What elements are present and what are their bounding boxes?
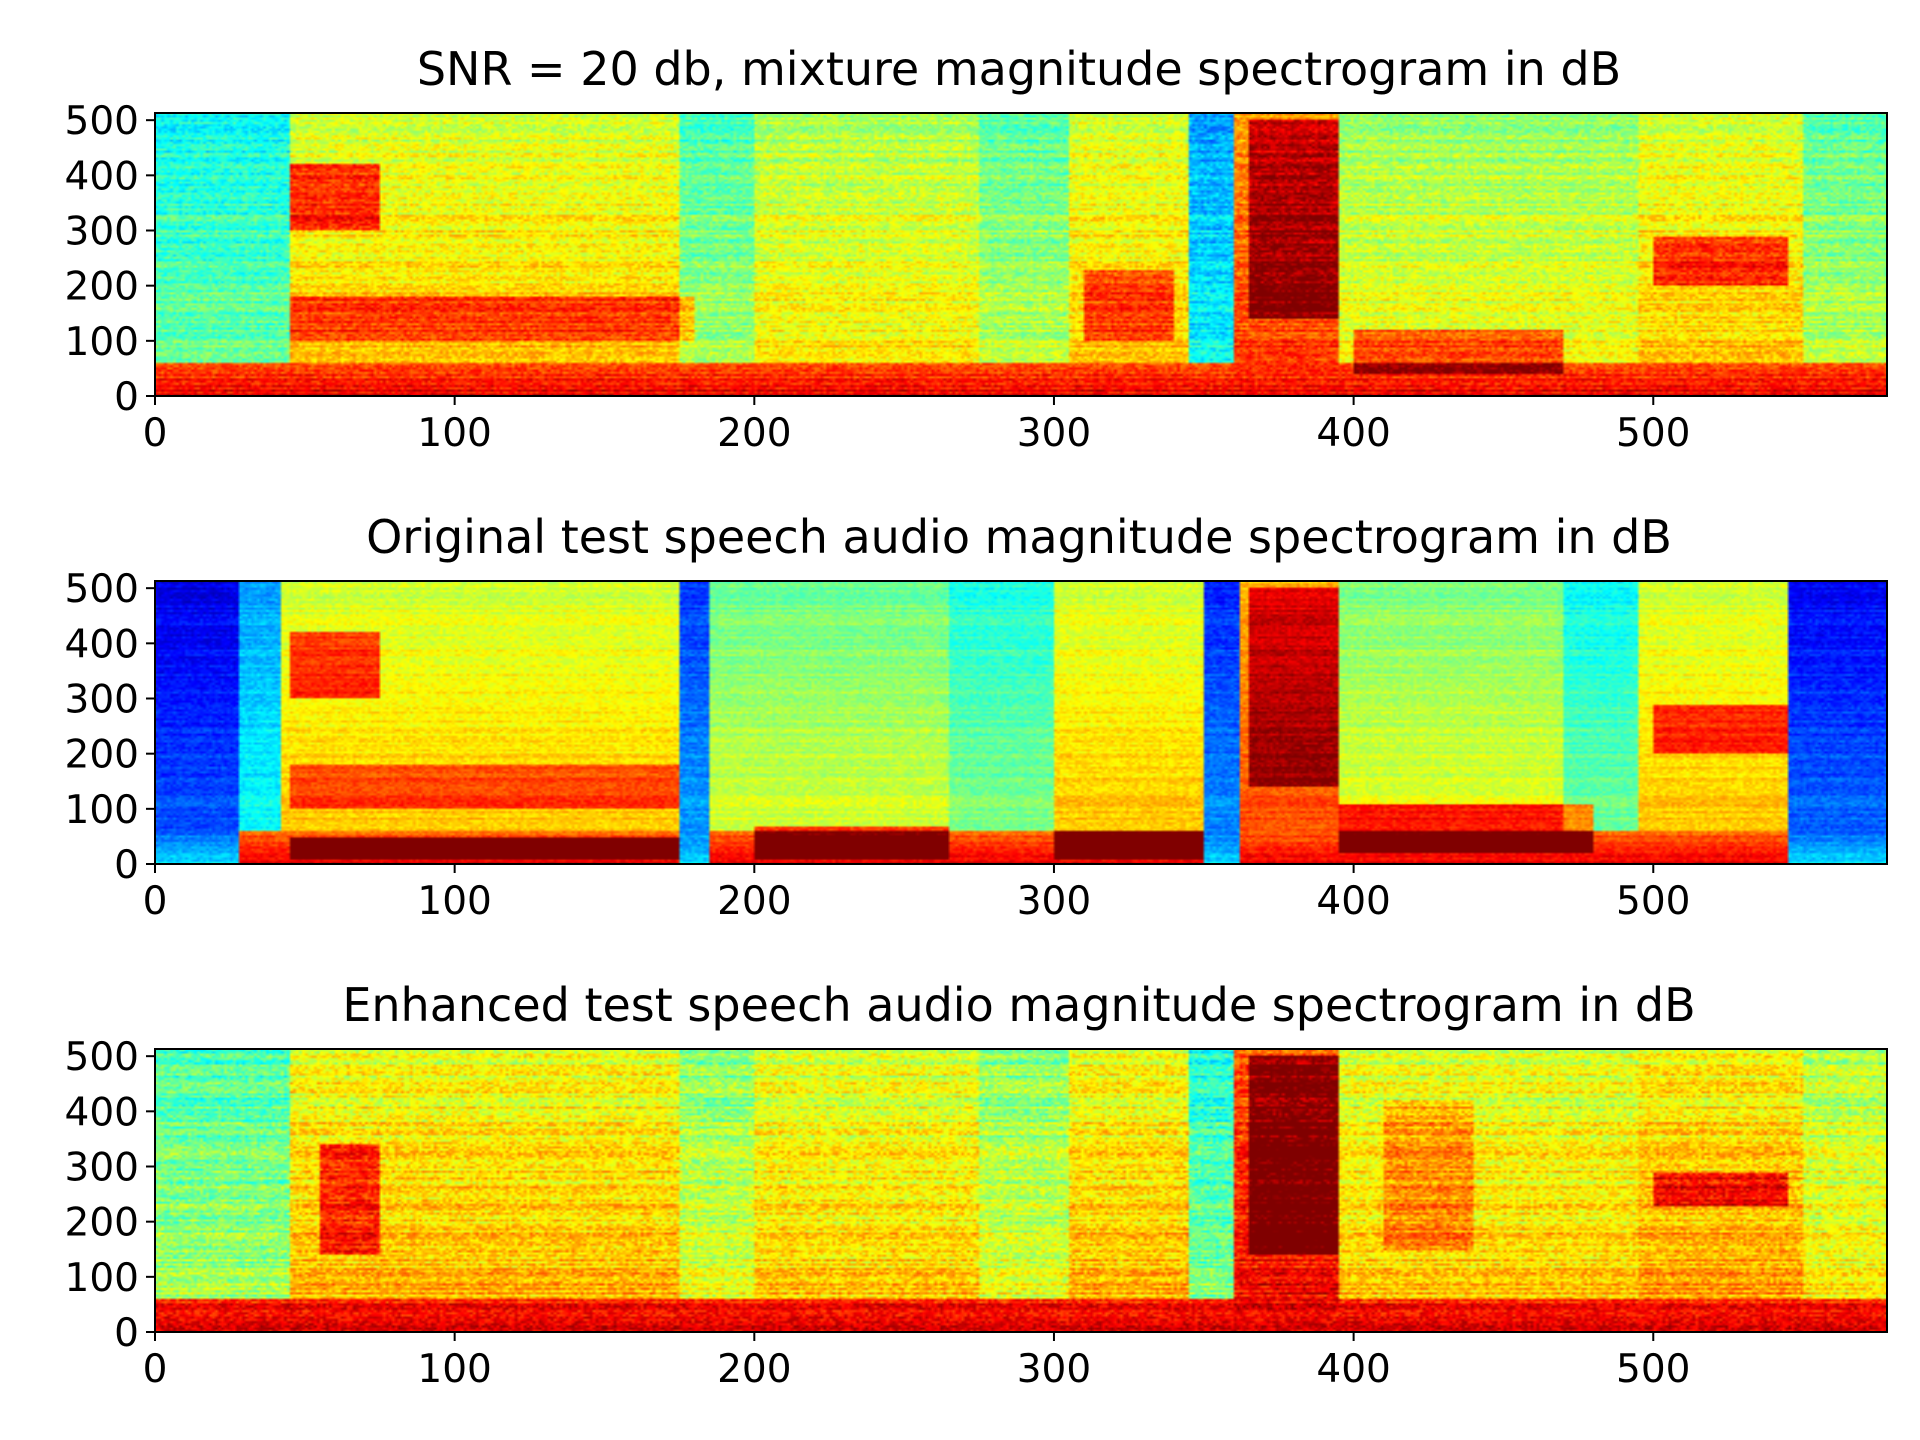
panel-3-xtick-label: 500 [1616, 1347, 1690, 1392]
panel-3-ytick-label: 500 [65, 1035, 139, 1080]
panel-3-spectrogram [155, 1049, 1887, 1332]
panel-1-ytick-label: 300 [65, 210, 139, 255]
panel-2: Original test speech audio magnitude spe… [65, 510, 1888, 924]
panel-2-frame [154, 580, 1888, 865]
panel-3-xtick-label: 200 [717, 1347, 791, 1392]
panel-2-axes: 0 100 200 300 400 500 0 100 200 300 400 500 [65, 567, 1691, 924]
panel-1-axes: 0 100 200 300 400 500 0 100 200 300 400 500 [65, 99, 1691, 456]
panel-2-title: Original test speech audio magnitude spe… [366, 510, 1672, 564]
panel-3-frame [154, 1048, 1888, 1333]
panel-2-xtick-label: 100 [417, 879, 491, 924]
panel-3-xtick-label: 300 [1017, 1347, 1091, 1392]
panel-2-ytick-label: 500 [65, 567, 139, 612]
panel-3-ytick-label: 300 [65, 1146, 139, 1191]
panel-1-xtick-label: 100 [417, 411, 491, 456]
panel-1-ytick-label: 200 [65, 265, 139, 310]
panel-2-xtick-label: 0 [143, 879, 168, 924]
panel-1-title: SNR = 20 db, mixture magnitude spectrogr… [417, 42, 1621, 96]
panel-1-ytick-label: 500 [65, 99, 139, 144]
panel-3-ytick-label: 200 [65, 1201, 139, 1246]
panel-2-xtick-label: 200 [717, 879, 791, 924]
panel-2-xtick-label: 400 [1316, 879, 1390, 924]
panel-2-ytick-label: 100 [65, 788, 139, 833]
panel-1-frame [154, 112, 1888, 397]
panel-3-xtick-label: 0 [143, 1347, 168, 1392]
panel-3-xtick-label: 100 [417, 1347, 491, 1392]
panel-3-plot-area [155, 1049, 1887, 1332]
panel-3-ytick-label: 100 [65, 1256, 139, 1301]
panel-3-axes: 0 100 200 300 400 500 0 100 200 300 400 500 [65, 1035, 1691, 1392]
panel-1-xtick-label: 500 [1616, 411, 1690, 456]
panel-1-ytick-label: 400 [65, 154, 139, 199]
panel-3-ytick-label: 400 [65, 1090, 139, 1135]
panel-1-plot-area [155, 113, 1887, 396]
panel-2-ytick-label: 400 [65, 622, 139, 667]
panel-3-xtick-label: 400 [1316, 1347, 1390, 1392]
panel-2-xtick-label: 300 [1017, 879, 1091, 924]
panel-2-xtick-label: 500 [1616, 879, 1690, 924]
panel-1-spectrogram [155, 113, 1887, 396]
panel-1-xtick-label: 300 [1017, 411, 1091, 456]
panel-3: Enhanced test speech audio magnitude spe… [65, 978, 1888, 1392]
panel-3-ytick-label: 0 [114, 1311, 139, 1356]
panel-1-xtick-label: 200 [717, 411, 791, 456]
panel-2-plot-area [155, 581, 1887, 864]
panel-1: SNR = 20 db, mixture magnitude spectrogr… [65, 42, 1888, 456]
panel-2-ytick-label: 300 [65, 678, 139, 723]
panel-3-title: Enhanced test speech audio magnitude spe… [342, 978, 1695, 1032]
panel-1-xtick-label: 400 [1316, 411, 1390, 456]
panel-1-ytick-label: 0 [114, 375, 139, 420]
panel-2-ytick-label: 200 [65, 733, 139, 778]
panel-2-ytick-label: 0 [114, 843, 139, 888]
panel-2-spectrogram [155, 581, 1887, 864]
panel-1-ytick-label: 100 [65, 320, 139, 365]
panel-1-xtick-label: 0 [143, 411, 168, 456]
